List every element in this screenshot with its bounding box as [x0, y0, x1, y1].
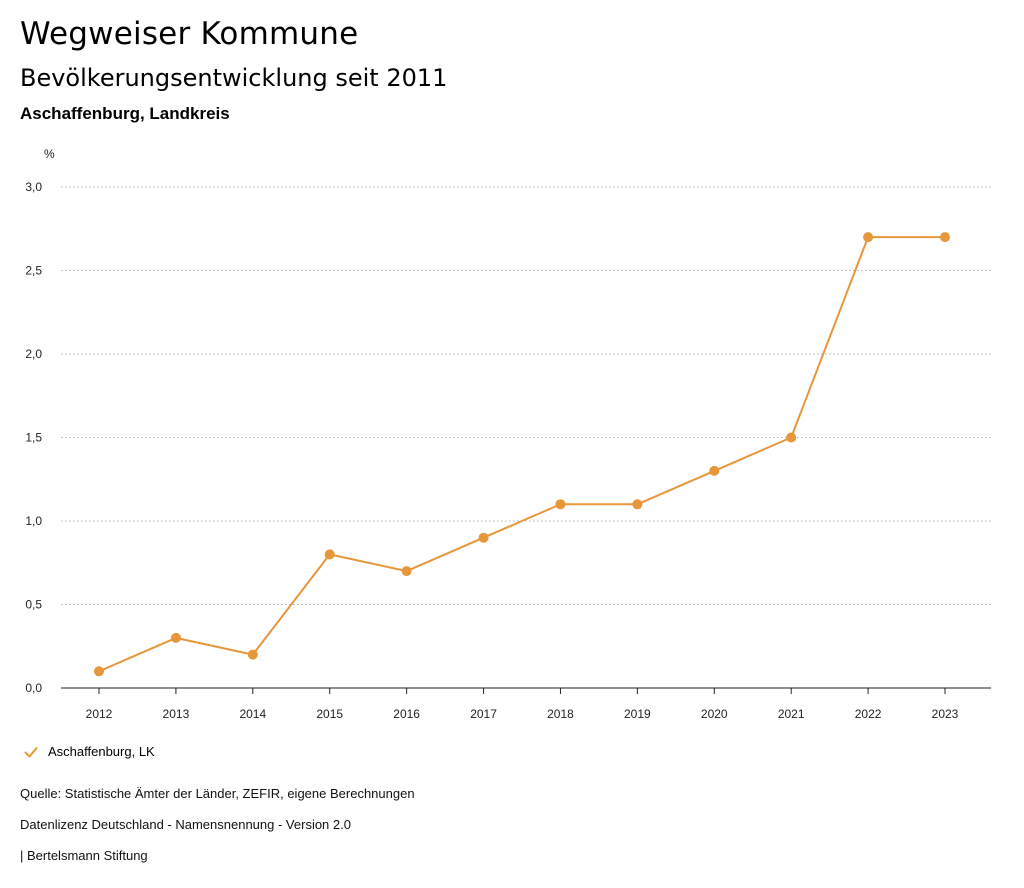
data-point[interactable]	[401, 566, 412, 577]
data-point[interactable]	[478, 532, 489, 543]
y-tick-label: 2,5	[25, 264, 42, 278]
y-tick-label: 2,0	[25, 347, 42, 361]
data-point[interactable]	[94, 666, 104, 677]
chart-title: Wegweiser Kommune	[20, 16, 359, 52]
x-axis: 2012 2013 2014 2015 2016 2017 2018 2019 2020 2021…	[61, 687, 991, 721]
data-point[interactable]	[555, 499, 566, 510]
data-point[interactable]	[863, 232, 874, 243]
x-tick-label: 2020	[701, 707, 728, 721]
data-point[interactable]	[170, 632, 181, 643]
data-point[interactable]	[324, 549, 335, 560]
x-tick-label: 2023	[932, 707, 959, 721]
x-tick-label: 2019	[624, 707, 651, 721]
source-note: Quelle: Statistische Ämter der Länder, Z…	[20, 786, 415, 801]
y-axis: 0,0 0,5 1,0 1,5 2,0 2,5 3,0	[25, 180, 42, 695]
x-tick-label: 2018	[547, 707, 574, 721]
x-tick-label: 2014	[239, 707, 266, 721]
y-axis-unit-label: %	[44, 147, 55, 161]
chart-subtitle: Bevölkerungsentwicklung seit 2011	[20, 64, 448, 92]
y-tick-label: 0,5	[25, 598, 42, 612]
data-point[interactable]	[632, 499, 643, 510]
x-tick-label: 2012	[86, 707, 113, 721]
series-line	[98, 236, 945, 673]
legend-item[interactable]: Aschaffenburg, LK	[24, 744, 155, 759]
grid-lines	[61, 186, 991, 605]
publisher-note: | Bertelsmann Stiftung	[20, 848, 148, 863]
data-point[interactable]	[709, 465, 720, 476]
license-note: Datenlizenz Deutschland - Namensnennung …	[20, 817, 351, 832]
data-point[interactable]	[940, 232, 950, 243]
x-tick-label: 2013	[163, 707, 190, 721]
line-chart: % 0,0 0,5 1,0 1,5 2,0 2,5 3,0 2012 2013 2014 2015…	[25, 147, 991, 721]
y-tick-label: 3,0	[25, 180, 42, 194]
region-label: Aschaffenburg, Landkreis	[20, 104, 230, 123]
y-tick-label: 0,0	[25, 681, 42, 695]
check-icon	[24, 746, 38, 757]
x-tick-label: 2017	[470, 707, 497, 721]
legend-label: Aschaffenburg, LK	[48, 744, 155, 759]
y-tick-label: 1,5	[25, 431, 42, 445]
x-tick-label: 2022	[855, 707, 882, 721]
x-tick-label: 2021	[778, 707, 805, 721]
x-tick-label: 2015	[316, 707, 343, 721]
x-tick-label: 2016	[393, 707, 420, 721]
series-layer	[94, 232, 950, 677]
data-point[interactable]	[786, 432, 797, 443]
y-tick-label: 1,0	[25, 514, 42, 528]
data-point[interactable]	[247, 649, 258, 660]
